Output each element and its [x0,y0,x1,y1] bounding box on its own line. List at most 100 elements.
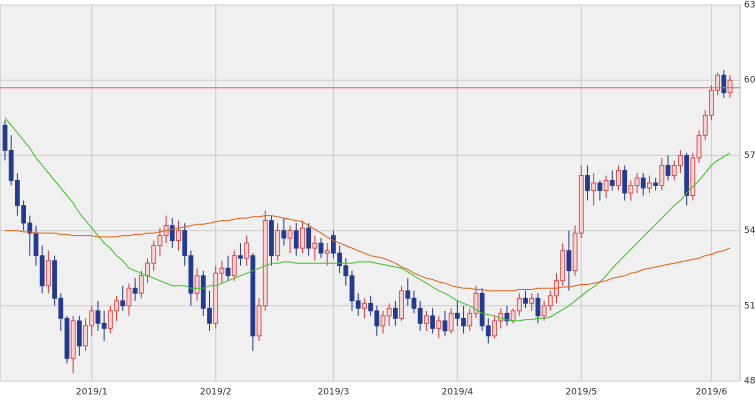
candle-body [597,182,603,191]
candle-body [188,255,194,294]
candle-body [293,230,299,249]
candle-body [547,295,553,307]
candle-body [225,267,231,277]
candle-body [120,300,126,307]
candle-body [362,302,367,309]
candle-body [8,149,14,181]
candle-body [727,79,733,94]
candle-body [578,175,584,234]
candle-body [89,310,95,327]
candle-body [504,312,510,322]
candle-body [145,262,150,277]
y-tick-label: 60 [744,76,755,86]
candle-body [659,165,665,186]
candle-body [95,310,101,324]
candle-body [603,180,609,191]
candle-body [640,177,646,189]
candle-body [709,89,714,116]
candle-body [169,225,175,242]
candle-body [182,230,188,257]
candle-body [392,307,398,319]
candle-body [671,165,677,176]
y-tick-label: 57 [744,151,755,161]
candle-body [219,267,225,274]
candle-body [52,260,57,299]
candle-body [721,74,727,94]
candle-body [21,205,26,224]
candle-body [355,300,361,309]
candle-body [132,287,138,294]
candle-body [628,185,634,194]
y-tick-label: 54 [744,226,755,236]
candle-body [269,220,274,257]
candle-body [609,180,615,186]
candle-body [405,290,411,299]
candle-body [417,307,423,324]
candle-body [585,175,590,191]
candle-body [498,312,504,322]
candle-body [523,297,528,304]
candle-body [300,227,305,249]
candle-body [442,320,448,332]
candle-body [541,305,547,317]
x-tick-label: 2019/5 [565,388,597,398]
candle-body [337,252,343,267]
moving-average-line [5,215,731,292]
candle-body [306,227,312,249]
candle-body [411,297,417,309]
candle-body [690,157,696,196]
candle-body [14,180,20,206]
candle-body [349,275,355,302]
candle-body [324,250,330,254]
candle-body [157,235,163,247]
candle-body [386,307,392,317]
candle-body [33,232,39,257]
candle-body [45,260,51,287]
candle-body [430,315,435,329]
candle-body [529,297,535,304]
candle-body [696,134,702,159]
x-tick-label: 2019/4 [442,388,474,398]
candle-body [281,230,287,239]
candle-body [634,177,640,186]
candle-body [176,230,181,242]
candle-body [27,222,33,234]
candle-body [138,275,144,294]
candle-body [101,322,107,329]
candle-body [684,154,690,196]
candle-body [572,232,578,272]
candle-body [318,242,324,254]
candle-body [473,292,479,314]
candle-body [591,182,597,191]
candle-body [238,255,243,259]
candle-body [70,320,76,359]
candle-body [374,310,380,327]
candle-body [461,317,466,327]
candle-body [275,230,281,257]
candle-body [616,170,621,186]
candle-body [510,310,516,322]
x-tick-label: 2019/1 [76,388,108,398]
y-tick-label: 51 [744,301,755,311]
candle-body [436,320,442,329]
candle-body [368,302,373,312]
y-tick-label: 48 [744,377,755,387]
candle-body [58,297,64,319]
candle-body [151,245,157,264]
candle-body [2,124,8,151]
candle-body [200,275,206,309]
candle-body [715,74,721,91]
candle-body [114,300,119,312]
candle-body [678,154,683,166]
candle-body [423,315,429,324]
candle-body [535,297,541,317]
candle-body [448,312,454,332]
candle-body [380,315,386,327]
candle-body [256,305,262,337]
candle-body [64,317,70,359]
candle-body [262,220,268,307]
candle-body [207,307,212,324]
candle-body [244,242,250,259]
candle-body [250,255,256,337]
